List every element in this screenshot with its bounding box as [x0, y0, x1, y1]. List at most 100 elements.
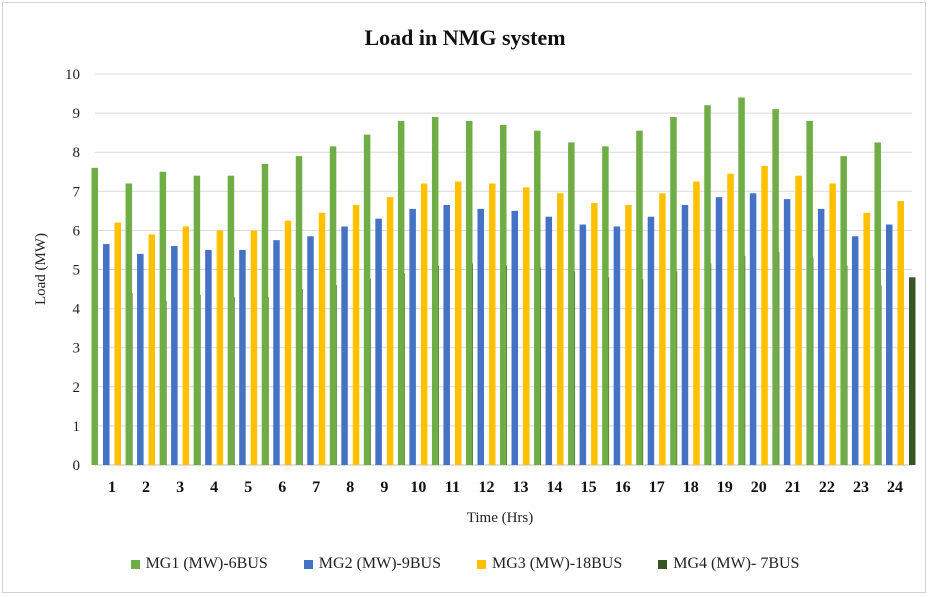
bar-3-11 — [454, 181, 462, 465]
bar-1-12 — [465, 120, 473, 466]
x-tick-label: 1 — [108, 479, 116, 496]
bar-2-2 — [137, 253, 144, 465]
x-tick-label: 12 — [478, 479, 494, 496]
bar-2-12 — [477, 208, 484, 465]
bar-2-1 — [103, 244, 110, 465]
legend-label: MG3 (MW)-18BUS — [492, 555, 623, 572]
x-tick-label: 24 — [887, 479, 903, 496]
bar-2-5 — [239, 249, 246, 465]
bar-1-5 — [227, 175, 235, 465]
bar-1-14 — [534, 130, 541, 465]
y-tick-label: 3 — [73, 341, 81, 357]
bar-2-20 — [749, 193, 757, 465]
bar-3-9 — [386, 197, 394, 466]
bar-1-10 — [397, 120, 405, 466]
bars — [91, 97, 916, 466]
bar-4-24 — [908, 277, 916, 465]
bar-3-14 — [557, 193, 564, 465]
legend-item-3: MG3 (MW)-18BUS — [477, 555, 622, 573]
x-tick-label: 22 — [819, 479, 835, 496]
x-tick-label: 10 — [410, 479, 426, 496]
bar-1-15 — [568, 142, 575, 465]
bar-2-13 — [511, 210, 519, 465]
bar-3-15 — [591, 203, 598, 465]
x-tick-label: 4 — [210, 479, 218, 496]
x-tick-label: 16 — [615, 479, 631, 496]
x-tick-label: 7 — [312, 479, 320, 496]
y-tick-label: 4 — [73, 302, 81, 318]
legend-swatch — [303, 559, 313, 569]
bar-2-3 — [171, 246, 178, 465]
bar-2-24 — [885, 224, 893, 465]
bar-3-20 — [761, 165, 768, 465]
bar-2-18 — [681, 204, 689, 466]
legend-label: MG4 (MW)- 7BUS — [673, 555, 800, 572]
bar-3-16 — [625, 204, 632, 466]
bar-1-13 — [500, 124, 507, 465]
bar-1-9 — [363, 134, 371, 466]
x-tick-label: 3 — [176, 479, 184, 496]
bar-3-6 — [284, 220, 292, 466]
x-tick-label: 13 — [513, 479, 529, 496]
bar-1-22 — [806, 120, 813, 466]
x-tick-label: 14 — [547, 479, 563, 496]
bar-1-20 — [738, 97, 745, 466]
x-tick-label: 2 — [142, 479, 150, 496]
bar-1-2 — [125, 183, 133, 466]
bar-1-19 — [704, 105, 711, 465]
bar-1-8 — [329, 146, 337, 465]
bar-3-24 — [897, 201, 904, 465]
x-tick-label: 20 — [751, 479, 767, 496]
legend-label: MG1 (MW)-6BUS — [145, 555, 268, 572]
x-tick-label: 5 — [244, 479, 252, 496]
legend-swatch — [477, 559, 486, 569]
bar-2-9 — [375, 218, 382, 465]
y-tick-label: 5 — [73, 263, 81, 279]
bar-2-15 — [579, 224, 587, 465]
bar-3-18 — [693, 181, 700, 465]
y-tick-label: 10 — [65, 67, 80, 83]
x-tick-label: 8 — [346, 479, 354, 496]
bar-3-2 — [148, 234, 156, 465]
y-tick-label: 0 — [73, 458, 81, 474]
bar-1-24 — [874, 142, 881, 465]
y-axis-label: Load (MW) — [33, 233, 49, 305]
bar-3-19 — [727, 173, 734, 465]
x-axis-label: Time (Hrs) — [467, 510, 534, 526]
bar-1-11 — [431, 117, 439, 465]
bar-1-17 — [636, 130, 643, 465]
x-tick-label: 19 — [717, 479, 733, 496]
bar-1-18 — [670, 117, 677, 465]
bar-3-12 — [488, 183, 496, 466]
x-tick-label: 23 — [853, 479, 869, 496]
legend-item-4: MG4 (MW)- 7BUS — [658, 555, 799, 573]
bar-2-6 — [273, 240, 280, 465]
bar-1-21 — [772, 109, 779, 465]
bar-1-3 — [159, 171, 167, 465]
bar-3-23 — [863, 212, 870, 465]
bar-2-10 — [409, 208, 416, 465]
bar-2-4 — [205, 249, 212, 465]
x-tick-label: 9 — [380, 479, 388, 496]
bar-2-23 — [851, 236, 859, 465]
bar-1-4 — [193, 175, 201, 465]
legend-swatch — [130, 559, 140, 569]
bar-3-3 — [182, 226, 190, 465]
y-tick-labels: 0 1 2 3 4 5 6 7 8 9 10 — [65, 67, 81, 474]
x-tick-label: 6 — [278, 479, 286, 496]
bar-3-4 — [216, 230, 224, 465]
x-tick-label: 17 — [649, 479, 665, 496]
legend-item-1: MG1 (MW)-6BUS — [130, 555, 268, 573]
x-tick-label: 18 — [683, 479, 699, 496]
bar-3-22 — [829, 183, 836, 466]
x-tick-label: 11 — [445, 479, 460, 496]
bar-1-1 — [91, 167, 99, 465]
bar-1-23 — [840, 156, 847, 466]
bar-2-14 — [545, 216, 553, 465]
bar-3-21 — [795, 175, 802, 465]
bar-2-11 — [443, 204, 450, 466]
bar-3-7 — [318, 212, 326, 465]
bar-3-1 — [114, 222, 122, 465]
y-tick-label: 7 — [73, 184, 81, 200]
bar-1-16 — [602, 146, 609, 465]
